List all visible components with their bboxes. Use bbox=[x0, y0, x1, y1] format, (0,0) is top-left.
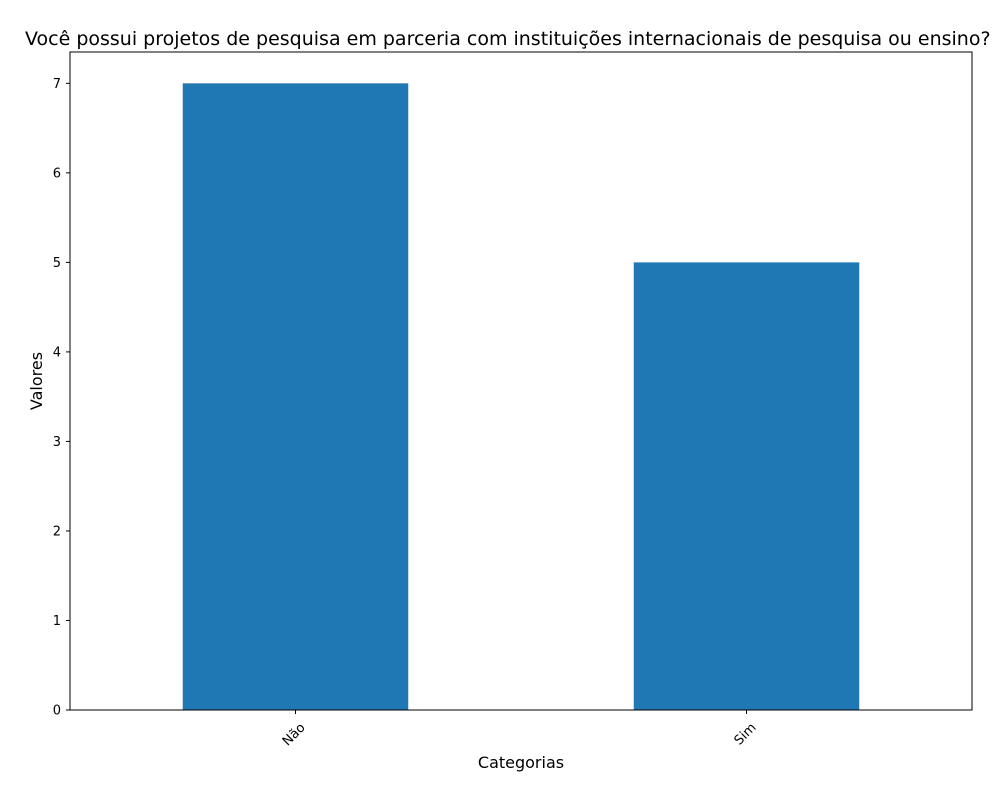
bar-0 bbox=[182, 83, 409, 711]
y-tick-label-6: 6 bbox=[53, 166, 61, 181]
chart-title: Você possui projetos de pesquisa em parc… bbox=[25, 28, 991, 50]
y-tick-label-1: 1 bbox=[53, 614, 61, 629]
y-tick-label-5: 5 bbox=[53, 256, 61, 271]
x-tick-label-1: Sim bbox=[732, 720, 760, 748]
x-tick-label-0: Não bbox=[280, 720, 309, 749]
y-tick-label-2: 2 bbox=[53, 524, 61, 539]
y-tick-label-3: 3 bbox=[53, 435, 61, 450]
y-tick-label-0: 0 bbox=[53, 704, 61, 719]
axes-frame bbox=[69, 51, 973, 711]
bar-1 bbox=[633, 262, 860, 710]
y-axis-label: Valores bbox=[27, 352, 46, 410]
y-tick-label-7: 7 bbox=[53, 77, 61, 92]
y-tick-label-4: 4 bbox=[53, 345, 61, 360]
plot-area: 0 1 2 3 4 5 6 7 Não Sim bbox=[53, 51, 973, 749]
x-axis-label: Categorias bbox=[478, 753, 564, 772]
